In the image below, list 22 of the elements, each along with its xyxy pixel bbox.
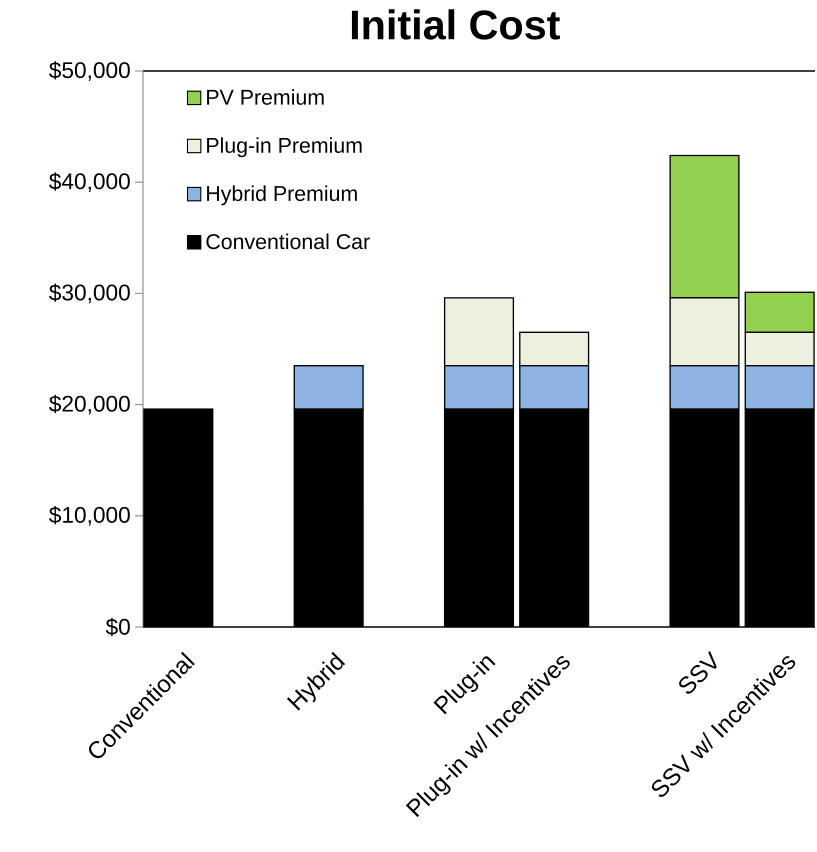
bar [669, 365, 740, 410]
bar [744, 292, 815, 333]
y-tick-label: $10,000 [49, 506, 130, 526]
y-tick-label: $0 [106, 618, 130, 636]
bar [519, 332, 590, 366]
chart-title: Initial Cost [352, 9, 560, 40]
bar [669, 297, 740, 366]
legend-label: Hybrid Premium [207, 185, 357, 206]
bar [519, 365, 590, 410]
bar [444, 297, 514, 366]
bar [294, 365, 364, 410]
y-tick-label: $20,000 [49, 394, 130, 414]
bar [669, 154, 740, 299]
y-tick-label: $50,000 [49, 61, 130, 81]
legend-label: PV Premium [207, 89, 324, 105]
bar [444, 365, 514, 410]
bar [744, 332, 815, 366]
y-tick-label: $40,000 [49, 172, 130, 192]
legend-label: Plug-in Premium [207, 137, 362, 158]
bar [744, 365, 815, 410]
y-tick-label: $30,000 [49, 284, 130, 304]
legend-label: Conventional Car [206, 234, 370, 250]
